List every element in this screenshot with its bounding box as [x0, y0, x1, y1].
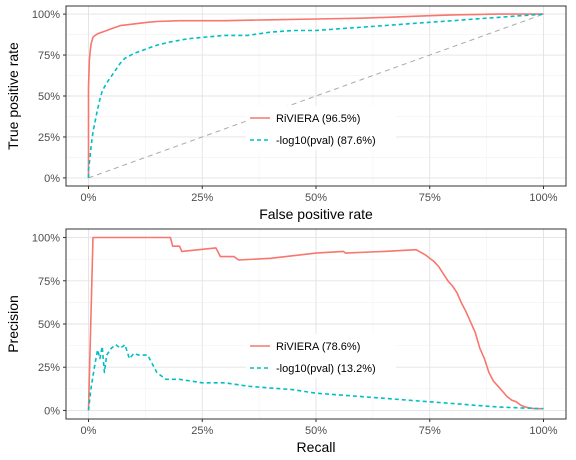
x-tick-label: 25% — [191, 192, 213, 204]
legend: RiVIERA (78.6%) -log10(pval) (13.2%) — [246, 334, 396, 378]
legend: RiVIERA (96.5%) -log10(pval) (87.6%) — [246, 106, 396, 150]
roc-panel: 0% 0% 25% 25% 50% 50% 75% 75% 100% 100% False posi… — [5, 5, 567, 222]
x-tick-label: 75% — [419, 192, 441, 204]
legend-label-0: RiVIERA (78.6%) — [276, 341, 360, 353]
y-tick-label: 75% — [38, 276, 60, 288]
x-tick-label: 25% — [191, 425, 213, 437]
legend-label-1: -log10(pval) (87.6%) — [276, 135, 376, 147]
x-tick-label: 75% — [419, 425, 441, 437]
legend-background — [246, 334, 396, 378]
x-tick-label: 50% — [305, 192, 327, 204]
y-tick-label: 25% — [38, 132, 60, 144]
y-tick-label: 75% — [38, 50, 60, 62]
y-tick-label: 0% — [44, 405, 60, 417]
series-line-1 — [87, 13, 544, 178]
series-line-0 — [87, 236, 544, 411]
x-tick-label: 100% — [529, 192, 557, 204]
legend-label-1: -log10(pval) (13.2%) — [276, 363, 376, 375]
series-line-0 — [87, 13, 544, 178]
y-tick-label: 100% — [32, 233, 60, 245]
pr-panel: 0% 0% 25% 25% 50% 50% 75% 75% 100% 100% Recall Prec… — [5, 228, 567, 455]
y-tick-label: 100% — [32, 9, 60, 21]
x-axis-title: Recall — [297, 439, 336, 455]
y-tick-label: 25% — [38, 362, 60, 374]
y-tick-label: 50% — [38, 319, 60, 331]
x-axis-title: False positive rate — [259, 206, 373, 222]
legend-label-0: RiVIERA (96.5%) — [276, 113, 360, 125]
y-tick-label: 50% — [38, 91, 60, 103]
x-tick-label: 100% — [529, 425, 557, 437]
x-tick-label: 50% — [305, 425, 327, 437]
y-axis-title: Precision — [5, 295, 21, 353]
y-tick-label: 0% — [44, 173, 60, 185]
x-tick-label: 0% — [81, 192, 97, 204]
legend-background — [246, 106, 396, 150]
series-line-1 — [87, 343, 544, 411]
y-axis-title: True positive rate — [5, 42, 21, 150]
x-tick-label: 0% — [81, 425, 97, 437]
